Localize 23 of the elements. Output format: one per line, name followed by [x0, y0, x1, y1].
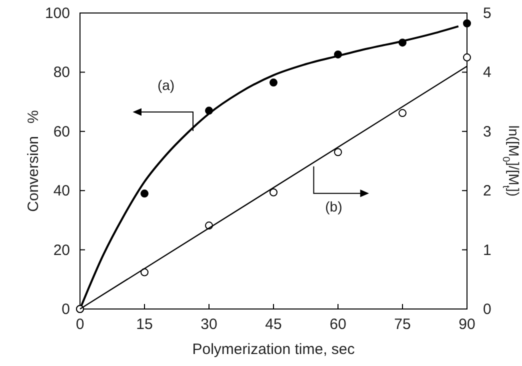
y-tick-label: 0 [62, 301, 70, 318]
y-axis-title: Conversion % [25, 110, 42, 212]
annotation: (a) [157, 76, 175, 93]
x-tick-label: 75 [394, 316, 411, 333]
y2-tick-label: 5 [483, 5, 492, 22]
y-tick-label: 100 [44, 5, 70, 22]
x-tick-label: 60 [330, 316, 346, 333]
x-tick-label: 15 [136, 316, 153, 333]
y2-tick-label: 1 [483, 242, 492, 259]
y-tick-label: 60 [53, 123, 70, 140]
y-tick-label: 40 [53, 182, 70, 200]
y2-tick-label: 2 [483, 182, 492, 200]
y2-tick-label: 0 [483, 301, 492, 318]
x-tick-label: 90 [458, 316, 476, 333]
y2-tick-label: 3 [483, 123, 492, 140]
x-tick-label: 45 [265, 316, 282, 333]
x-axis-title: Polymerization time, sec [192, 341, 356, 358]
y2-tick-label: 4 [483, 64, 492, 82]
y-tick-label: 20 [53, 242, 70, 259]
x-tick-label: 30 [200, 316, 218, 333]
annotation: (b) [325, 198, 342, 214]
x-tick-label: 0 [76, 316, 84, 333]
y-tick-label: 80 [53, 64, 70, 82]
